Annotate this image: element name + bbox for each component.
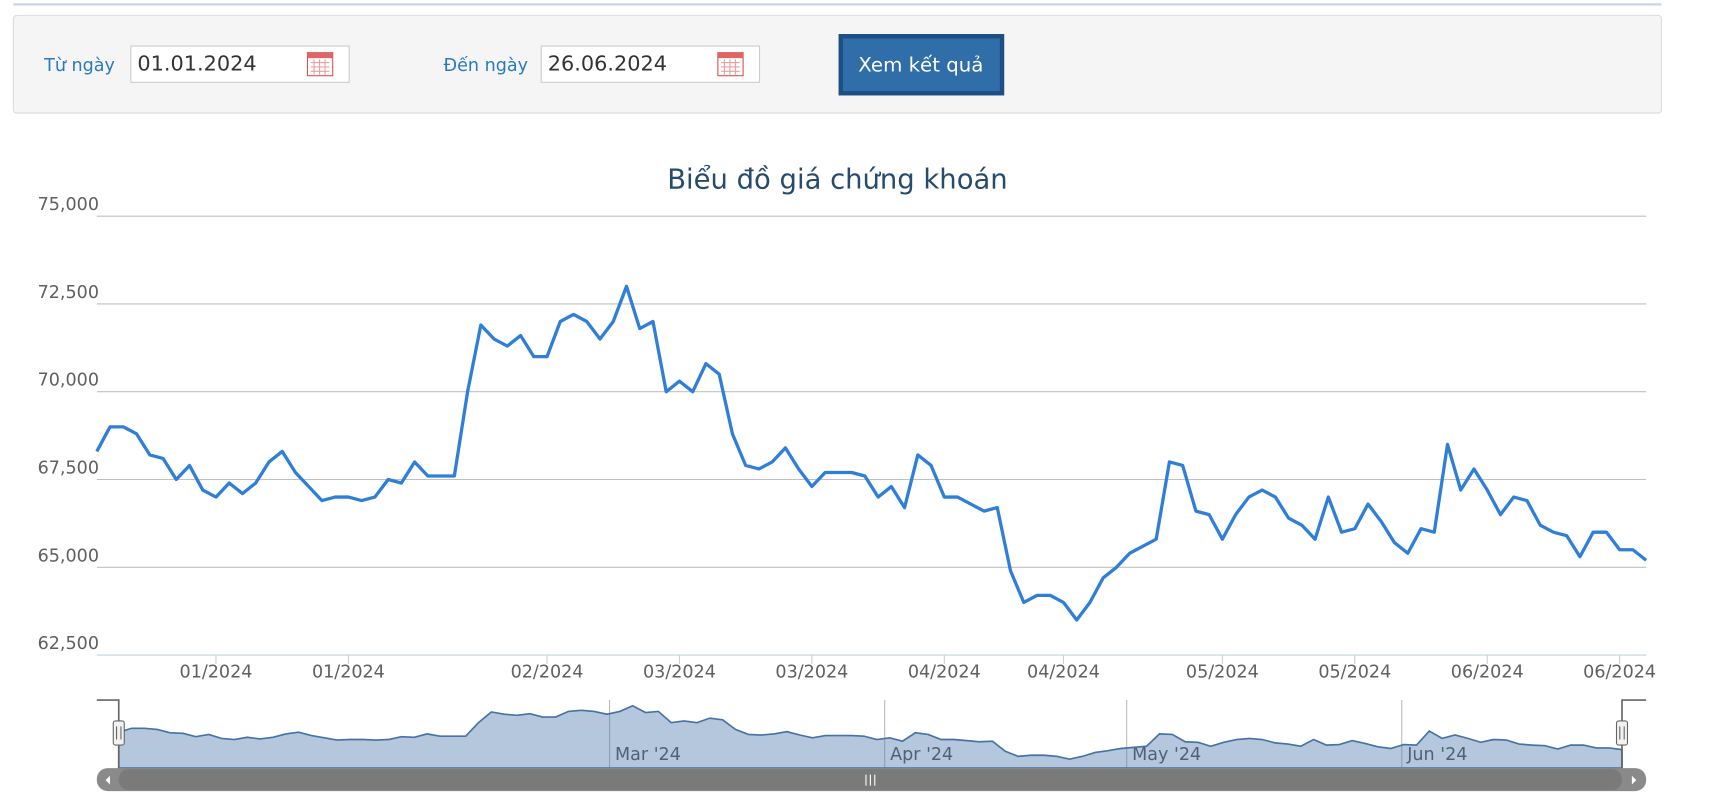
y-tick-label: 65,000 <box>38 546 99 566</box>
from-value: 01.01.2024 <box>137 52 256 76</box>
navigator-label: May '24 <box>1132 745 1201 765</box>
to-label: Đến ngày <box>444 55 528 76</box>
filter-panel <box>12 14 1663 114</box>
scrollbar-right-arrow[interactable] <box>1631 775 1637 785</box>
x-tick-label: 06/2024 <box>1583 663 1656 683</box>
x-tick-label: 06/2024 <box>1451 663 1524 683</box>
x-tick-label: 02/2024 <box>511 663 584 683</box>
x-tick-label: 05/2024 <box>1186 663 1259 683</box>
navigator-handle-grip <box>1619 726 1625 740</box>
price-line <box>95 284 1648 622</box>
navigator-handle-grip <box>116 726 122 740</box>
scrollbar-left-arrow[interactable] <box>105 775 110 785</box>
x-tick-label: 05/2024 <box>1318 663 1391 683</box>
to-value: 26.06.2024 <box>548 52 667 76</box>
navigator-label: Apr '24 <box>890 745 953 765</box>
y-tick-label: 70,000 <box>38 371 99 391</box>
y-tick-label: 67,500 <box>38 459 99 479</box>
submit-button[interactable]: Xem kết quả <box>838 34 1005 96</box>
y-tick-label: 62,500 <box>38 634 99 654</box>
navigator-handle[interactable] <box>1615 720 1629 746</box>
x-tick-label: 01/2024 <box>180 663 253 683</box>
submit-button-text: Xem kết quả <box>858 53 983 76</box>
navigator-label: Mar '24 <box>615 745 681 765</box>
navigator-handle[interactable] <box>112 720 125 746</box>
x-tick-label: 04/2024 <box>1027 663 1100 683</box>
scrollbar-grip <box>865 774 876 786</box>
y-tick-label: 75,000 <box>38 195 99 215</box>
from-label: Từ ngày <box>43 56 115 76</box>
x-tick-label: 04/2024 <box>908 663 981 683</box>
x-tick-label: 03/2024 <box>775 663 848 683</box>
x-tick-label: 03/2024 <box>643 663 716 683</box>
x-tick-label: 01/2024 <box>312 663 385 683</box>
navigator-area <box>117 704 1623 769</box>
y-tick-label: 72,500 <box>38 283 99 303</box>
to-calendar-icon[interactable] <box>717 52 744 77</box>
chart-title: Biểu đồ giá chứng khoán <box>667 165 1007 196</box>
navigator-label: Jun '24 <box>1406 745 1467 765</box>
from-calendar-icon[interactable] <box>306 52 334 77</box>
